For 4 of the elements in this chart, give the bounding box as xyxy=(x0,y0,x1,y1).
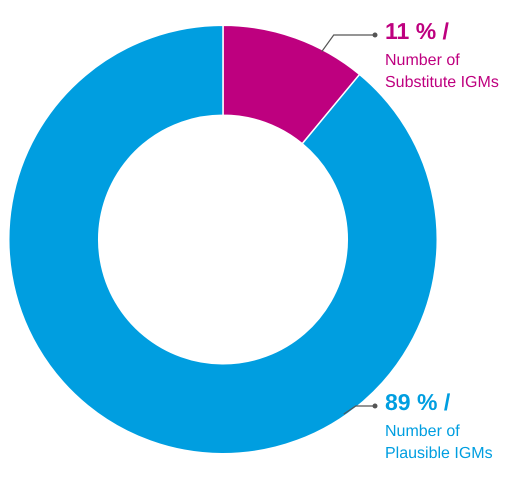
slice-label: Number of Plausible IGMs xyxy=(385,423,493,462)
data-label: 11 % / xyxy=(385,18,450,44)
data-label: 89 % / xyxy=(385,389,451,415)
slice-label: Number of Substitute IGMs xyxy=(385,52,499,91)
